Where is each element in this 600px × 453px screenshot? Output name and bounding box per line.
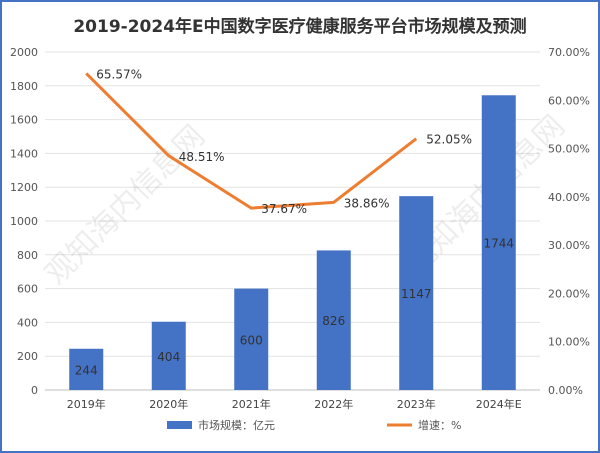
bar	[234, 288, 269, 390]
y-left-tick-label: 1000	[10, 215, 38, 228]
line-value-label: 52.05%	[426, 133, 472, 147]
y-right-tick-label: 0.00%	[548, 384, 583, 397]
bar	[399, 196, 434, 390]
line-value-label: 65.57%	[96, 67, 142, 81]
y-right-tick-label: 20.00%	[548, 287, 590, 300]
y-left-tick-label: 2000	[10, 46, 38, 59]
y-right-tick-label: 40.00%	[548, 191, 590, 204]
x-tick-label: 2024年E	[476, 397, 522, 411]
y-right-tick-label: 30.00%	[548, 239, 590, 252]
y-left-tick-label: 400	[17, 316, 38, 329]
bar-value-label: 826	[322, 314, 345, 328]
legend-label: 增速：%	[418, 418, 461, 432]
y-left-tick-label: 200	[17, 350, 38, 363]
bar	[69, 348, 104, 390]
bar-value-label: 244	[75, 363, 98, 377]
y-left-tick-label: 1800	[10, 80, 38, 93]
line-value-label: 37.67%	[261, 202, 307, 216]
bar	[316, 250, 351, 390]
bar-value-label: 600	[240, 333, 263, 347]
x-tick-label: 2022年	[314, 397, 353, 411]
y-left-tick-label: 0	[31, 384, 38, 397]
watermark: 观知海内信息网	[39, 119, 212, 292]
x-tick-label: 2021年	[232, 397, 271, 411]
y-left-tick-label: 800	[17, 249, 38, 262]
x-tick-label: 2020年	[149, 397, 188, 411]
bar-value-label: 404	[157, 350, 180, 364]
line-value-label: 38.86%	[344, 196, 390, 210]
y-right-tick-label: 50.00%	[548, 143, 590, 156]
line-value-label: 48.51%	[179, 150, 225, 164]
y-right-tick-label: 10.00%	[548, 336, 590, 349]
y-left-tick-label: 600	[17, 283, 38, 296]
x-tick-label: 2023年	[397, 397, 436, 411]
legend-swatch-bar	[167, 421, 192, 429]
y-right-tick-label: 70.00%	[548, 46, 590, 59]
bar-value-label: 1147	[401, 287, 432, 301]
chart-title: 2019-2024年E中国数字医疗健康服务平台市场规模及预测	[73, 17, 527, 37]
y-right-tick-label: 60.00%	[548, 94, 590, 107]
bar	[151, 321, 186, 390]
y-left-tick-label: 1200	[10, 181, 38, 194]
y-left-tick-label: 1600	[10, 114, 38, 127]
bar	[481, 95, 516, 390]
x-tick-label: 2019年	[67, 397, 106, 411]
bar-value-label: 1744	[483, 237, 514, 251]
legend-label: 市场规模：亿元	[198, 418, 275, 432]
y-left-tick-label: 1400	[10, 147, 38, 160]
